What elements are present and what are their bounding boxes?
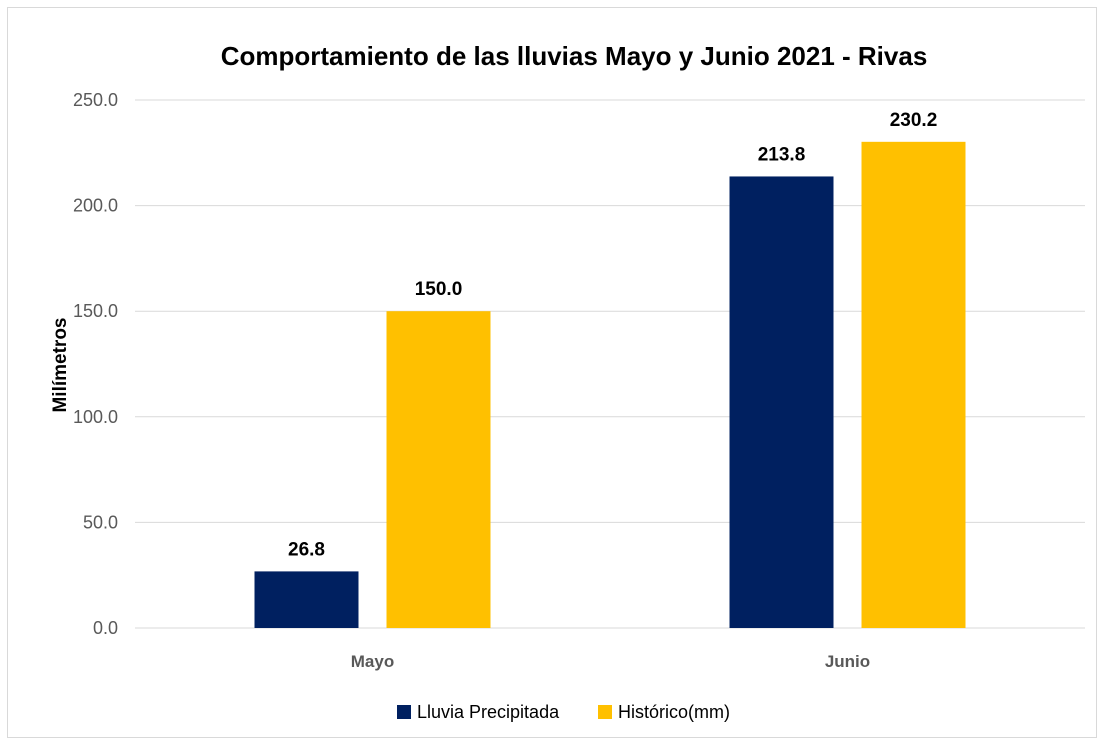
legend-swatch	[397, 705, 411, 719]
bars	[254, 141, 966, 628]
x-tick-label: Mayo	[351, 652, 394, 671]
y-axis-label: Milímetros	[50, 317, 71, 412]
y-tick-label: 200.0	[73, 196, 118, 216]
legend-swatch	[598, 705, 612, 719]
data-label: 213.8	[758, 144, 806, 165]
y-tick-label: 50.0	[83, 512, 118, 532]
bar-historico-mayo	[386, 311, 491, 628]
data-label: 26.8	[288, 539, 325, 560]
chart-title: Comportamiento de las lluvias Mayo y Jun…	[221, 41, 928, 71]
data-labels: 26.8 150.0 213.8 230.2	[288, 110, 937, 561]
x-tick-label: Junio	[825, 652, 870, 671]
y-tick-label: 250.0	[73, 90, 118, 110]
legend: Lluvia Precipitada Histórico(mm)	[397, 702, 730, 722]
x-axis-ticks: Mayo Junio	[351, 652, 870, 671]
y-axis-ticks: 0.0 50.0 100.0 150.0 200.0 250.0	[73, 90, 118, 638]
bar-lluvia-junio	[729, 176, 834, 628]
y-tick-label: 100.0	[73, 407, 118, 427]
data-label: 230.2	[890, 110, 938, 131]
legend-label: Lluvia Precipitada	[417, 702, 560, 722]
bar-lluvia-mayo	[254, 571, 359, 628]
bar-historico-junio	[861, 141, 966, 628]
y-tick-label: 150.0	[73, 301, 118, 321]
data-label: 150.0	[415, 279, 463, 300]
legend-label: Histórico(mm)	[618, 702, 730, 722]
y-tick-label: 0.0	[93, 618, 118, 638]
